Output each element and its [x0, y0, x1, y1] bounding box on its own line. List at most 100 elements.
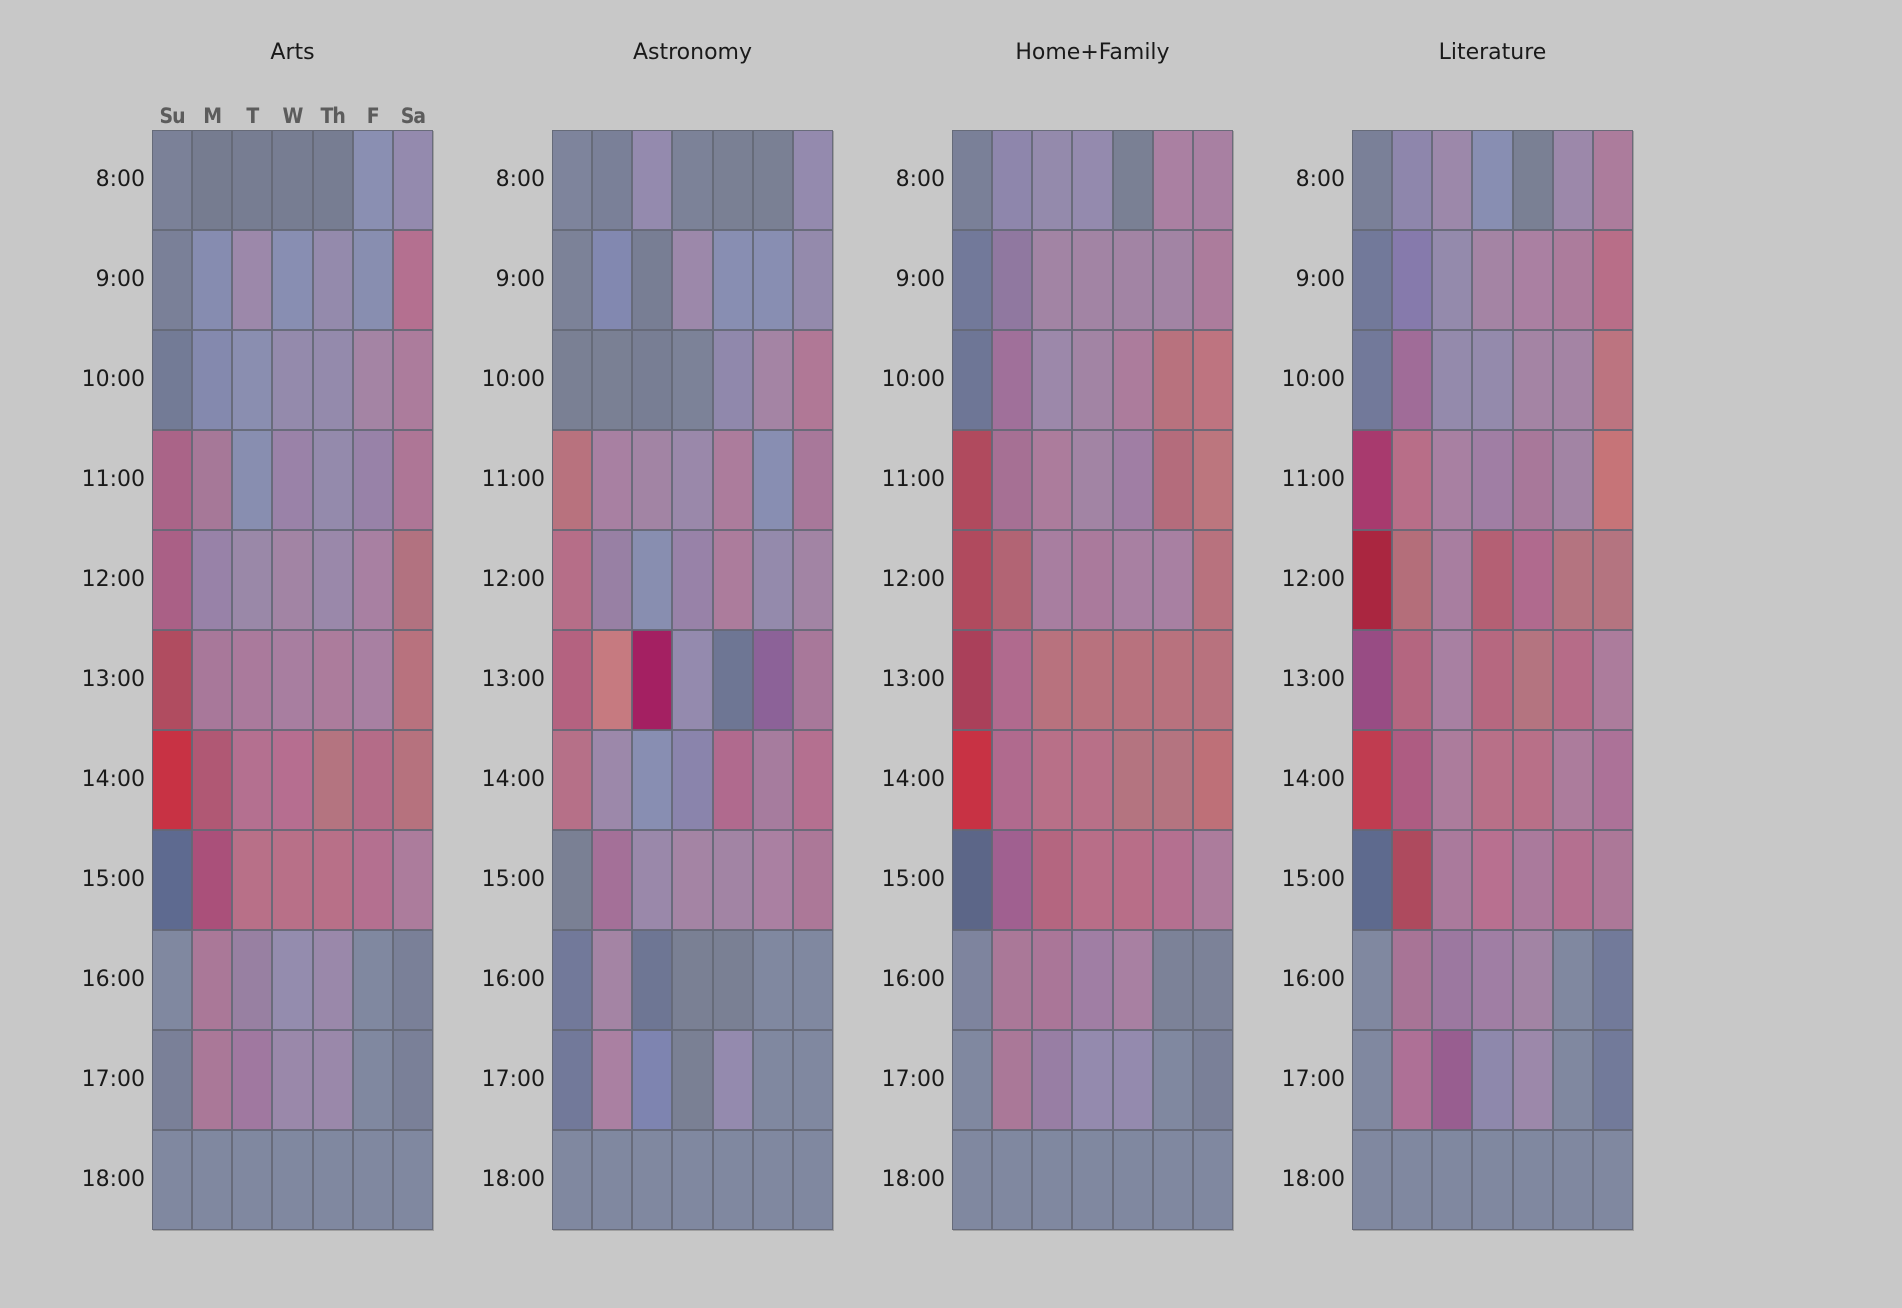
heatmap-cell[interactable] [952, 430, 993, 530]
heatmap-cell[interactable] [752, 630, 793, 730]
heatmap-cell[interactable] [1112, 130, 1153, 230]
heatmap-cell[interactable] [592, 630, 633, 730]
heatmap-cell[interactable] [672, 230, 713, 330]
heatmap-cell[interactable] [672, 1130, 713, 1230]
heatmap-cell[interactable] [1192, 330, 1233, 430]
heatmap-cell[interactable] [632, 630, 673, 730]
heatmap-cell[interactable] [1552, 1130, 1593, 1230]
heatmap-cell[interactable] [952, 1030, 993, 1130]
heatmap-cell[interactable] [792, 730, 833, 830]
heatmap-cell[interactable] [1072, 1030, 1113, 1130]
heatmap-cell[interactable] [392, 1130, 433, 1230]
heatmap-cell[interactable] [352, 1130, 393, 1230]
heatmap-cell[interactable] [1432, 430, 1473, 530]
heatmap-cell[interactable] [232, 230, 273, 330]
heatmap-cell[interactable] [272, 830, 313, 930]
heatmap-cell[interactable] [392, 430, 433, 530]
heatmap-cell[interactable] [152, 1130, 193, 1230]
heatmap-cell[interactable] [712, 1130, 753, 1230]
heatmap-cell[interactable] [1192, 230, 1233, 330]
heatmap-cell[interactable] [272, 130, 313, 230]
heatmap-cell[interactable] [1032, 430, 1073, 530]
heatmap-cell[interactable] [1072, 930, 1113, 1030]
heatmap-cell[interactable] [312, 1130, 353, 1230]
heatmap-cell[interactable] [632, 130, 673, 230]
heatmap-cell[interactable] [712, 430, 753, 530]
heatmap-cell[interactable] [1552, 1030, 1593, 1130]
heatmap-cell[interactable] [1352, 1030, 1393, 1130]
heatmap-cell[interactable] [952, 230, 993, 330]
heatmap-cell[interactable] [1512, 1130, 1553, 1230]
heatmap-cell[interactable] [712, 1030, 753, 1130]
heatmap-cell[interactable] [1472, 1130, 1513, 1230]
heatmap-cell[interactable] [752, 530, 793, 630]
heatmap-cell[interactable] [1552, 630, 1593, 730]
heatmap-cell[interactable] [312, 330, 353, 430]
heatmap-cell[interactable] [632, 830, 673, 930]
heatmap-cell[interactable] [1512, 530, 1553, 630]
heatmap-cell[interactable] [712, 730, 753, 830]
heatmap-cell[interactable] [792, 430, 833, 530]
heatmap-cell[interactable] [1352, 930, 1393, 1030]
heatmap-cell[interactable] [392, 230, 433, 330]
heatmap-cell[interactable] [592, 830, 633, 930]
heatmap-cell[interactable] [192, 930, 233, 1030]
heatmap-cell[interactable] [1432, 330, 1473, 430]
heatmap-cell[interactable] [1392, 930, 1433, 1030]
heatmap-cell[interactable] [792, 1030, 833, 1130]
heatmap-cell[interactable] [1152, 930, 1193, 1030]
heatmap-cell[interactable] [792, 130, 833, 230]
heatmap-cell[interactable] [312, 630, 353, 730]
heatmap-cell[interactable] [152, 430, 193, 530]
heatmap-cell[interactable] [352, 230, 393, 330]
heatmap-cell[interactable] [1552, 830, 1593, 930]
heatmap-cell[interactable] [672, 630, 713, 730]
heatmap-cell[interactable] [352, 930, 393, 1030]
heatmap-cell[interactable] [392, 130, 433, 230]
heatmap-cell[interactable] [1432, 530, 1473, 630]
heatmap-cell[interactable] [312, 1030, 353, 1130]
heatmap-cell[interactable] [992, 430, 1033, 530]
heatmap-cell[interactable] [1352, 130, 1393, 230]
heatmap-cell[interactable] [352, 530, 393, 630]
heatmap-cell[interactable] [152, 930, 193, 1030]
heatmap-cell[interactable] [1392, 830, 1433, 930]
heatmap-cell[interactable] [752, 730, 793, 830]
heatmap-cell[interactable] [312, 730, 353, 830]
heatmap-cell[interactable] [1392, 430, 1433, 530]
heatmap-cell[interactable] [1592, 130, 1633, 230]
heatmap-cell[interactable] [1512, 430, 1553, 530]
heatmap-cell[interactable] [952, 330, 993, 430]
heatmap-cell[interactable] [1432, 130, 1473, 230]
heatmap-cell[interactable] [1152, 330, 1193, 430]
heatmap-cell[interactable] [272, 430, 313, 530]
heatmap-cell[interactable] [1392, 630, 1433, 730]
heatmap-cell[interactable] [632, 1030, 673, 1130]
heatmap-cell[interactable] [792, 1130, 833, 1230]
heatmap-cell[interactable] [992, 1130, 1033, 1230]
heatmap-cell[interactable] [1032, 130, 1073, 230]
heatmap-cell[interactable] [992, 930, 1033, 1030]
heatmap-cell[interactable] [752, 330, 793, 430]
heatmap-cell[interactable] [352, 830, 393, 930]
heatmap-cell[interactable] [552, 430, 593, 530]
heatmap-cell[interactable] [352, 1030, 393, 1130]
heatmap-cell[interactable] [752, 430, 793, 530]
heatmap-cell[interactable] [1472, 130, 1513, 230]
heatmap-cell[interactable] [192, 1130, 233, 1230]
heatmap-cell[interactable] [272, 730, 313, 830]
heatmap-cell[interactable] [1592, 1030, 1633, 1130]
heatmap-cell[interactable] [192, 730, 233, 830]
heatmap-cell[interactable] [1032, 730, 1073, 830]
heatmap-cell[interactable] [1592, 330, 1633, 430]
heatmap-cell[interactable] [272, 530, 313, 630]
heatmap-cell[interactable] [552, 330, 593, 430]
heatmap-cell[interactable] [672, 830, 713, 930]
heatmap-cell[interactable] [1392, 1030, 1433, 1130]
heatmap-cell[interactable] [1192, 830, 1233, 930]
heatmap-cell[interactable] [1192, 730, 1233, 830]
heatmap-cell[interactable] [752, 130, 793, 230]
heatmap-cell[interactable] [1072, 430, 1113, 530]
heatmap-cell[interactable] [1592, 930, 1633, 1030]
heatmap-cell[interactable] [392, 730, 433, 830]
